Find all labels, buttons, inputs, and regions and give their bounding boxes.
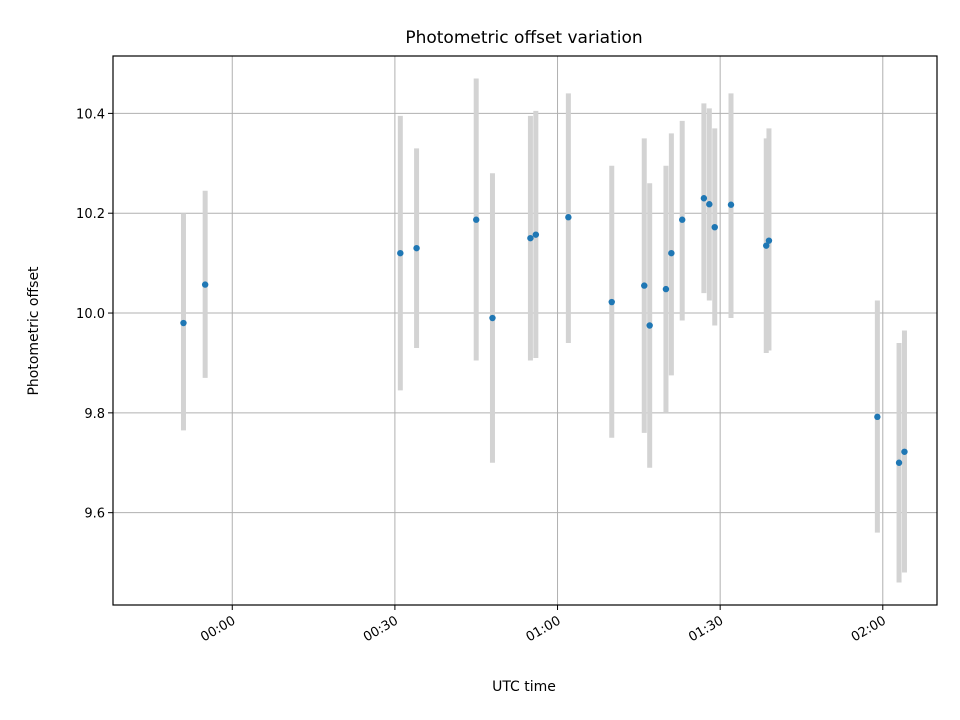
data-point <box>874 413 881 421</box>
data-point <box>765 237 773 244</box>
data-point <box>201 281 209 288</box>
data-point <box>895 459 903 466</box>
data-point <box>901 448 908 455</box>
data-point <box>763 242 770 249</box>
y-tick-label: 10.2 <box>76 207 105 222</box>
data-point <box>706 201 713 208</box>
data-point <box>668 249 675 257</box>
y-axis-ticks: 9.6 9.8 10.0 10.2 10.4 <box>76 107 113 522</box>
data-point <box>473 216 480 223</box>
data-point <box>608 298 615 306</box>
data-point <box>532 231 540 238</box>
data-point <box>641 282 648 289</box>
grid-lines <box>113 56 937 605</box>
data-point <box>565 214 572 221</box>
data-point <box>711 223 718 231</box>
data-points <box>180 195 908 466</box>
data-point <box>700 195 708 202</box>
data-point <box>527 234 534 242</box>
plot-frame <box>112 55 938 606</box>
y-tick-label: 9.8 <box>84 407 105 422</box>
y-tick-label: 9.6 <box>84 507 105 522</box>
chart-title: Photometric offset variation <box>405 28 642 48</box>
data-point <box>679 216 686 223</box>
data-point <box>489 314 496 322</box>
y-tick-label: 10.0 <box>76 307 105 322</box>
x-axis-label: UTC time <box>492 679 556 695</box>
data-point <box>662 285 670 293</box>
y-axis-label: Photometric offset <box>26 266 42 396</box>
y-tick-label: 10.4 <box>76 107 105 122</box>
data-point <box>646 322 653 329</box>
data-point <box>727 201 735 208</box>
data-point <box>413 244 420 252</box>
data-point <box>180 319 187 327</box>
data-point <box>397 249 404 257</box>
